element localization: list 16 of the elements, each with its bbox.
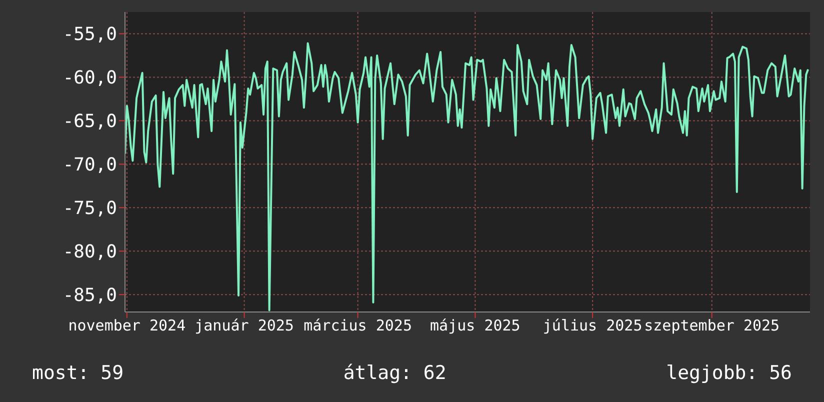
- y-tick-label: -60,0: [62, 68, 117, 89]
- text: átlag: 62: [343, 362, 446, 384]
- x-tick-label: május 2025: [430, 316, 520, 335]
- x-tick-label: november 2024: [68, 316, 186, 335]
- y-tick-label: -75,0: [62, 198, 117, 220]
- text: legjobb: 56: [666, 362, 792, 384]
- text: most: 59: [32, 362, 124, 384]
- x-tick-label: január 2025: [194, 316, 294, 335]
- x-tick-label: március 2025: [304, 316, 412, 335]
- x-tick-label: szeptember 2025: [644, 316, 780, 335]
- y-tick-label: -85,0: [62, 285, 117, 306]
- y-tick-label: -65,0: [62, 111, 117, 132]
- x-tick-label: július 2025: [542, 316, 642, 335]
- y-tick-label: -70,0: [62, 154, 117, 176]
- y-tick-label: -55,0: [62, 24, 117, 46]
- y-tick-label: -80,0: [62, 242, 117, 263]
